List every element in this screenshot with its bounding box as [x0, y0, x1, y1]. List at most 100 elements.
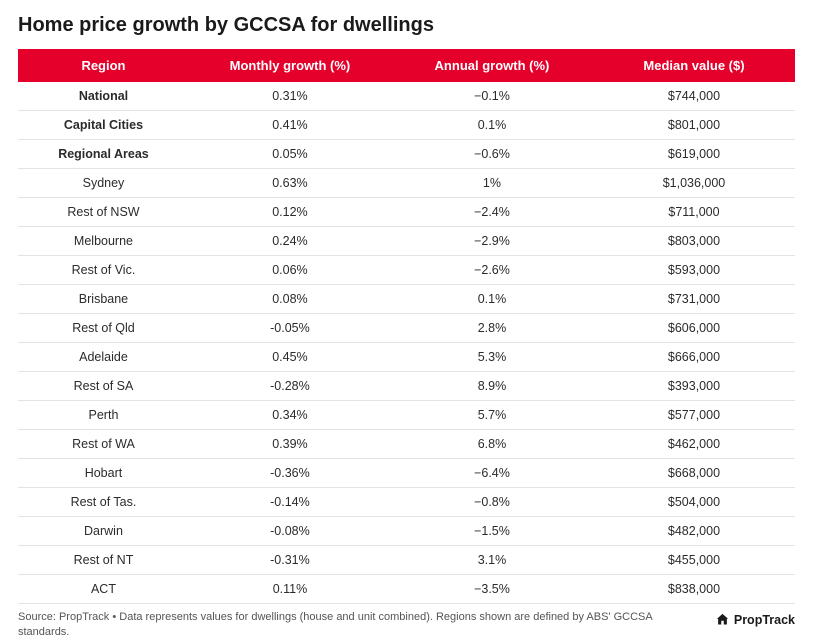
- page-title: Home price growth by GCCSA for dwellings: [18, 14, 795, 37]
- cell-region: National: [18, 82, 189, 111]
- table-header-row: Region Monthly growth (%) Annual growth …: [18, 49, 795, 82]
- cell-median: $482,000: [593, 517, 795, 546]
- cell-region: Hobart: [18, 459, 189, 488]
- cell-region: Brisbane: [18, 285, 189, 314]
- cell-monthly: 0.05%: [189, 140, 391, 169]
- table-row: Hobart-0.36%−6.4%$668,000: [18, 459, 795, 488]
- cell-median: $731,000: [593, 285, 795, 314]
- cell-annual: 3.1%: [391, 546, 593, 575]
- table-row: Darwin-0.08%−1.5%$482,000: [18, 517, 795, 546]
- cell-region: Capital Cities: [18, 111, 189, 140]
- cell-median: $393,000: [593, 372, 795, 401]
- cell-monthly: 0.11%: [189, 575, 391, 604]
- table-row: Regional Areas0.05%−0.6%$619,000: [18, 140, 795, 169]
- cell-annual: 6.8%: [391, 430, 593, 459]
- cell-monthly: 0.39%: [189, 430, 391, 459]
- cell-annual: −0.8%: [391, 488, 593, 517]
- cell-region: Rest of Vic.: [18, 256, 189, 285]
- cell-monthly: -0.08%: [189, 517, 391, 546]
- cell-monthly: -0.31%: [189, 546, 391, 575]
- cell-monthly: 0.45%: [189, 343, 391, 372]
- cell-annual: −1.5%: [391, 517, 593, 546]
- table-row: Rest of NT-0.31%3.1%$455,000: [18, 546, 795, 575]
- cell-annual: 5.3%: [391, 343, 593, 372]
- cell-monthly: -0.36%: [189, 459, 391, 488]
- col-region: Region: [18, 49, 189, 82]
- brand: PropTrack: [715, 610, 795, 627]
- cell-median: $711,000: [593, 198, 795, 227]
- cell-median: $504,000: [593, 488, 795, 517]
- cell-region: Adelaide: [18, 343, 189, 372]
- table-row: ACT0.11%−3.5%$838,000: [18, 575, 795, 604]
- table-row: Brisbane0.08%0.1%$731,000: [18, 285, 795, 314]
- cell-median: $606,000: [593, 314, 795, 343]
- cell-monthly: -0.14%: [189, 488, 391, 517]
- cell-annual: −2.6%: [391, 256, 593, 285]
- table-body: National0.31%−0.1%$744,000Capital Cities…: [18, 82, 795, 604]
- cell-region: Rest of Qld: [18, 314, 189, 343]
- cell-median: $838,000: [593, 575, 795, 604]
- table-row: Melbourne0.24%−2.9%$803,000: [18, 227, 795, 256]
- table-row: Rest of WA0.39%6.8%$462,000: [18, 430, 795, 459]
- cell-annual: 2.8%: [391, 314, 593, 343]
- cell-median: $1,036,000: [593, 169, 795, 198]
- cell-annual: −2.9%: [391, 227, 593, 256]
- cell-monthly: 0.34%: [189, 401, 391, 430]
- cell-annual: −6.4%: [391, 459, 593, 488]
- cell-annual: −0.1%: [391, 82, 593, 111]
- cell-median: $801,000: [593, 111, 795, 140]
- cell-region: Melbourne: [18, 227, 189, 256]
- table-row: Sydney0.63%1%$1,036,000: [18, 169, 795, 198]
- cell-monthly: 0.24%: [189, 227, 391, 256]
- cell-median: $619,000: [593, 140, 795, 169]
- cell-median: $668,000: [593, 459, 795, 488]
- table-row: Perth0.34%5.7%$577,000: [18, 401, 795, 430]
- cell-median: $666,000: [593, 343, 795, 372]
- cell-region: Rest of NSW: [18, 198, 189, 227]
- cell-median: $593,000: [593, 256, 795, 285]
- cell-region: Rest of SA: [18, 372, 189, 401]
- col-monthly: Monthly growth (%): [189, 49, 391, 82]
- cell-region: Darwin: [18, 517, 189, 546]
- cell-annual: 1%: [391, 169, 593, 198]
- cell-monthly: 0.63%: [189, 169, 391, 198]
- cell-annual: −2.4%: [391, 198, 593, 227]
- cell-region: Regional Areas: [18, 140, 189, 169]
- cell-region: Rest of Tas.: [18, 488, 189, 517]
- cell-annual: 8.9%: [391, 372, 593, 401]
- table-row: Rest of SA-0.28%8.9%$393,000: [18, 372, 795, 401]
- cell-region: Rest of WA: [18, 430, 189, 459]
- cell-annual: −3.5%: [391, 575, 593, 604]
- cell-annual: 0.1%: [391, 285, 593, 314]
- cell-median: $455,000: [593, 546, 795, 575]
- cell-region: Rest of NT: [18, 546, 189, 575]
- cell-median: $577,000: [593, 401, 795, 430]
- cell-monthly: -0.05%: [189, 314, 391, 343]
- cell-median: $462,000: [593, 430, 795, 459]
- table-row: Rest of Vic.0.06%−2.6%$593,000: [18, 256, 795, 285]
- price-table: Region Monthly growth (%) Annual growth …: [18, 49, 795, 604]
- table-row: Rest of NSW0.12%−2.4%$711,000: [18, 198, 795, 227]
- cell-monthly: 0.12%: [189, 198, 391, 227]
- cell-median: $803,000: [593, 227, 795, 256]
- cell-annual: −0.6%: [391, 140, 593, 169]
- col-annual: Annual growth (%): [391, 49, 593, 82]
- cell-region: ACT: [18, 575, 189, 604]
- cell-monthly: 0.41%: [189, 111, 391, 140]
- table-row: Rest of Tas.-0.14%−0.8%$504,000: [18, 488, 795, 517]
- cell-region: Perth: [18, 401, 189, 430]
- cell-median: $744,000: [593, 82, 795, 111]
- table-row: Capital Cities0.41%0.1%$801,000: [18, 111, 795, 140]
- brand-label: PropTrack: [734, 613, 795, 627]
- cell-annual: 5.7%: [391, 401, 593, 430]
- cell-annual: 0.1%: [391, 111, 593, 140]
- cell-monthly: -0.28%: [189, 372, 391, 401]
- table-row: Adelaide0.45%5.3%$666,000: [18, 343, 795, 372]
- cell-monthly: 0.06%: [189, 256, 391, 285]
- col-median: Median value ($): [593, 49, 795, 82]
- table-row: Rest of Qld-0.05%2.8%$606,000: [18, 314, 795, 343]
- cell-region: Sydney: [18, 169, 189, 198]
- cell-monthly: 0.08%: [189, 285, 391, 314]
- table-row: National0.31%−0.1%$744,000: [18, 82, 795, 111]
- cell-monthly: 0.31%: [189, 82, 391, 111]
